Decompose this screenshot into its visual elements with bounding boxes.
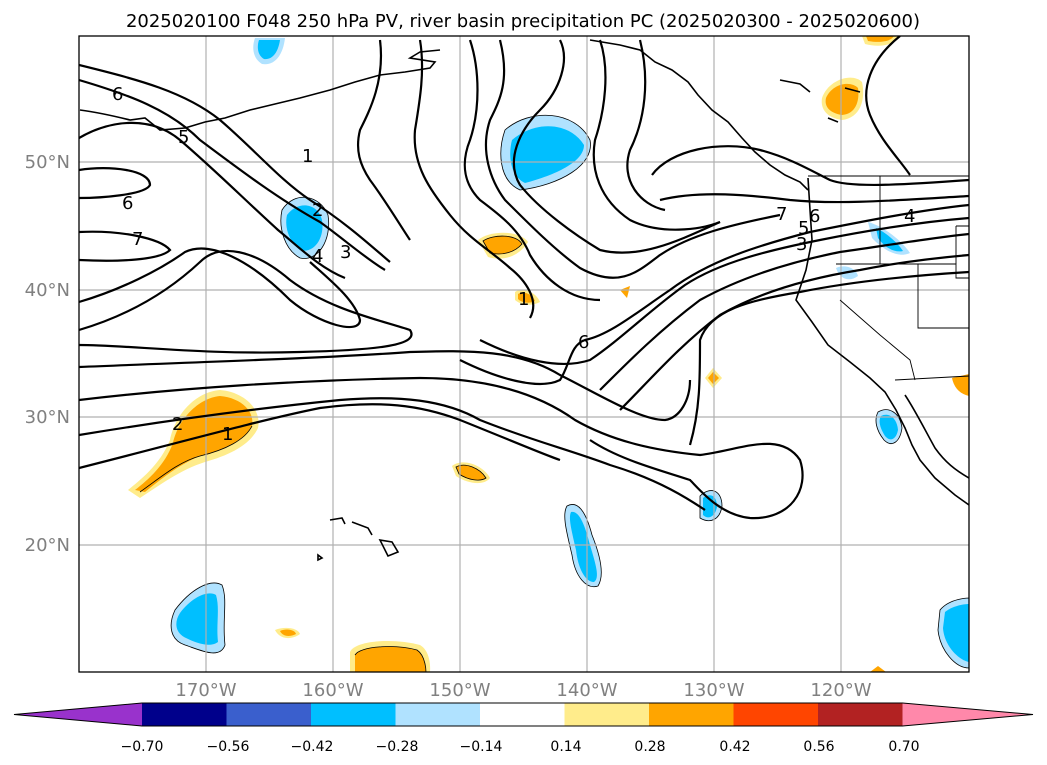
contour-label: 6 [809,206,820,227]
colorbar-label: 0.28 [634,739,665,755]
colorbar-labels: −0.70 −0.56 −0.42 −0.28 −0.14 0.14 0.28 … [121,739,920,755]
colorbar-segment [395,703,481,726]
contour-label: 2 [172,414,183,435]
colorbar-segment [142,703,227,726]
lat-label: 40°N [25,280,70,301]
contour-label: 4 [312,246,323,267]
colorbar-outline [13,702,1034,727]
lon-label: 120°W [810,680,871,701]
contour-label: 3 [796,234,807,255]
lon-label: 150°W [429,680,490,701]
map-frame [78,35,970,673]
contour-label: 6 [122,193,133,214]
colorbar-label: −0.42 [291,739,334,755]
colorbar-label: −0.56 [207,739,250,755]
colorbar-label: −0.70 [121,739,164,755]
colorbar-label: 0.42 [719,739,750,755]
colorbar [13,702,1034,727]
lon-label: 140°W [556,680,617,701]
contour-label: 4 [904,206,915,227]
lon-label: 130°W [683,680,744,701]
contour-label: 7 [132,229,143,250]
contour-label: 5 [798,218,809,239]
contour-label: 6 [112,84,123,105]
lon-label: 160°W [302,680,363,701]
colorbar-extend-max [902,703,1033,726]
contour-labels: 6 5 1 6 7 2 3 4 1 2 1 6 7 6 5 4 3 [112,84,915,445]
colorbar-label: 0.70 [888,739,919,755]
map-area: 6 5 1 6 7 2 3 4 1 2 1 6 7 6 5 4 3 [79,36,969,672]
contour-label: 3 [340,242,351,263]
contour-label: 7 [776,204,787,225]
colorbar-segment [649,703,734,726]
precip-shading [128,36,969,672]
contour-label: 1 [302,146,313,167]
colorbar-segment [818,703,903,726]
contour-label: 5 [178,127,189,148]
colorbar-segment [564,703,650,726]
lon-label: 170°W [175,680,236,701]
colorbar-segment [733,703,819,726]
colorbar-extend-min [14,703,142,726]
contour-label: 1 [518,289,529,310]
contour-label: 1 [222,424,233,445]
lat-label: 20°N [25,535,70,556]
colorbar-label: −0.28 [376,739,419,755]
lat-label: 30°N [25,407,70,428]
lat-tick-labels: 50°N 40°N 30°N 20°N [25,152,70,556]
pv-contours [79,36,969,520]
contour-label: 2 [312,200,323,221]
lat-label: 50°N [25,152,70,173]
colorbar-segment [311,703,396,726]
lon-tick-labels: 170°W 160°W 150°W 140°W 130°W 120°W [175,680,871,701]
colorbar-segment [480,703,565,726]
colorbar-segment [226,703,312,726]
colorbar-label: 0.56 [803,739,834,755]
colorbar-label: 0.14 [550,739,581,755]
contour-label: 6 [578,332,589,353]
gridlines [79,36,969,672]
figure-title: 2025020100 F048 250 hPa PV, river basin … [126,11,920,32]
precip-outlines [139,114,969,672]
colorbar-label: −0.14 [460,739,503,755]
